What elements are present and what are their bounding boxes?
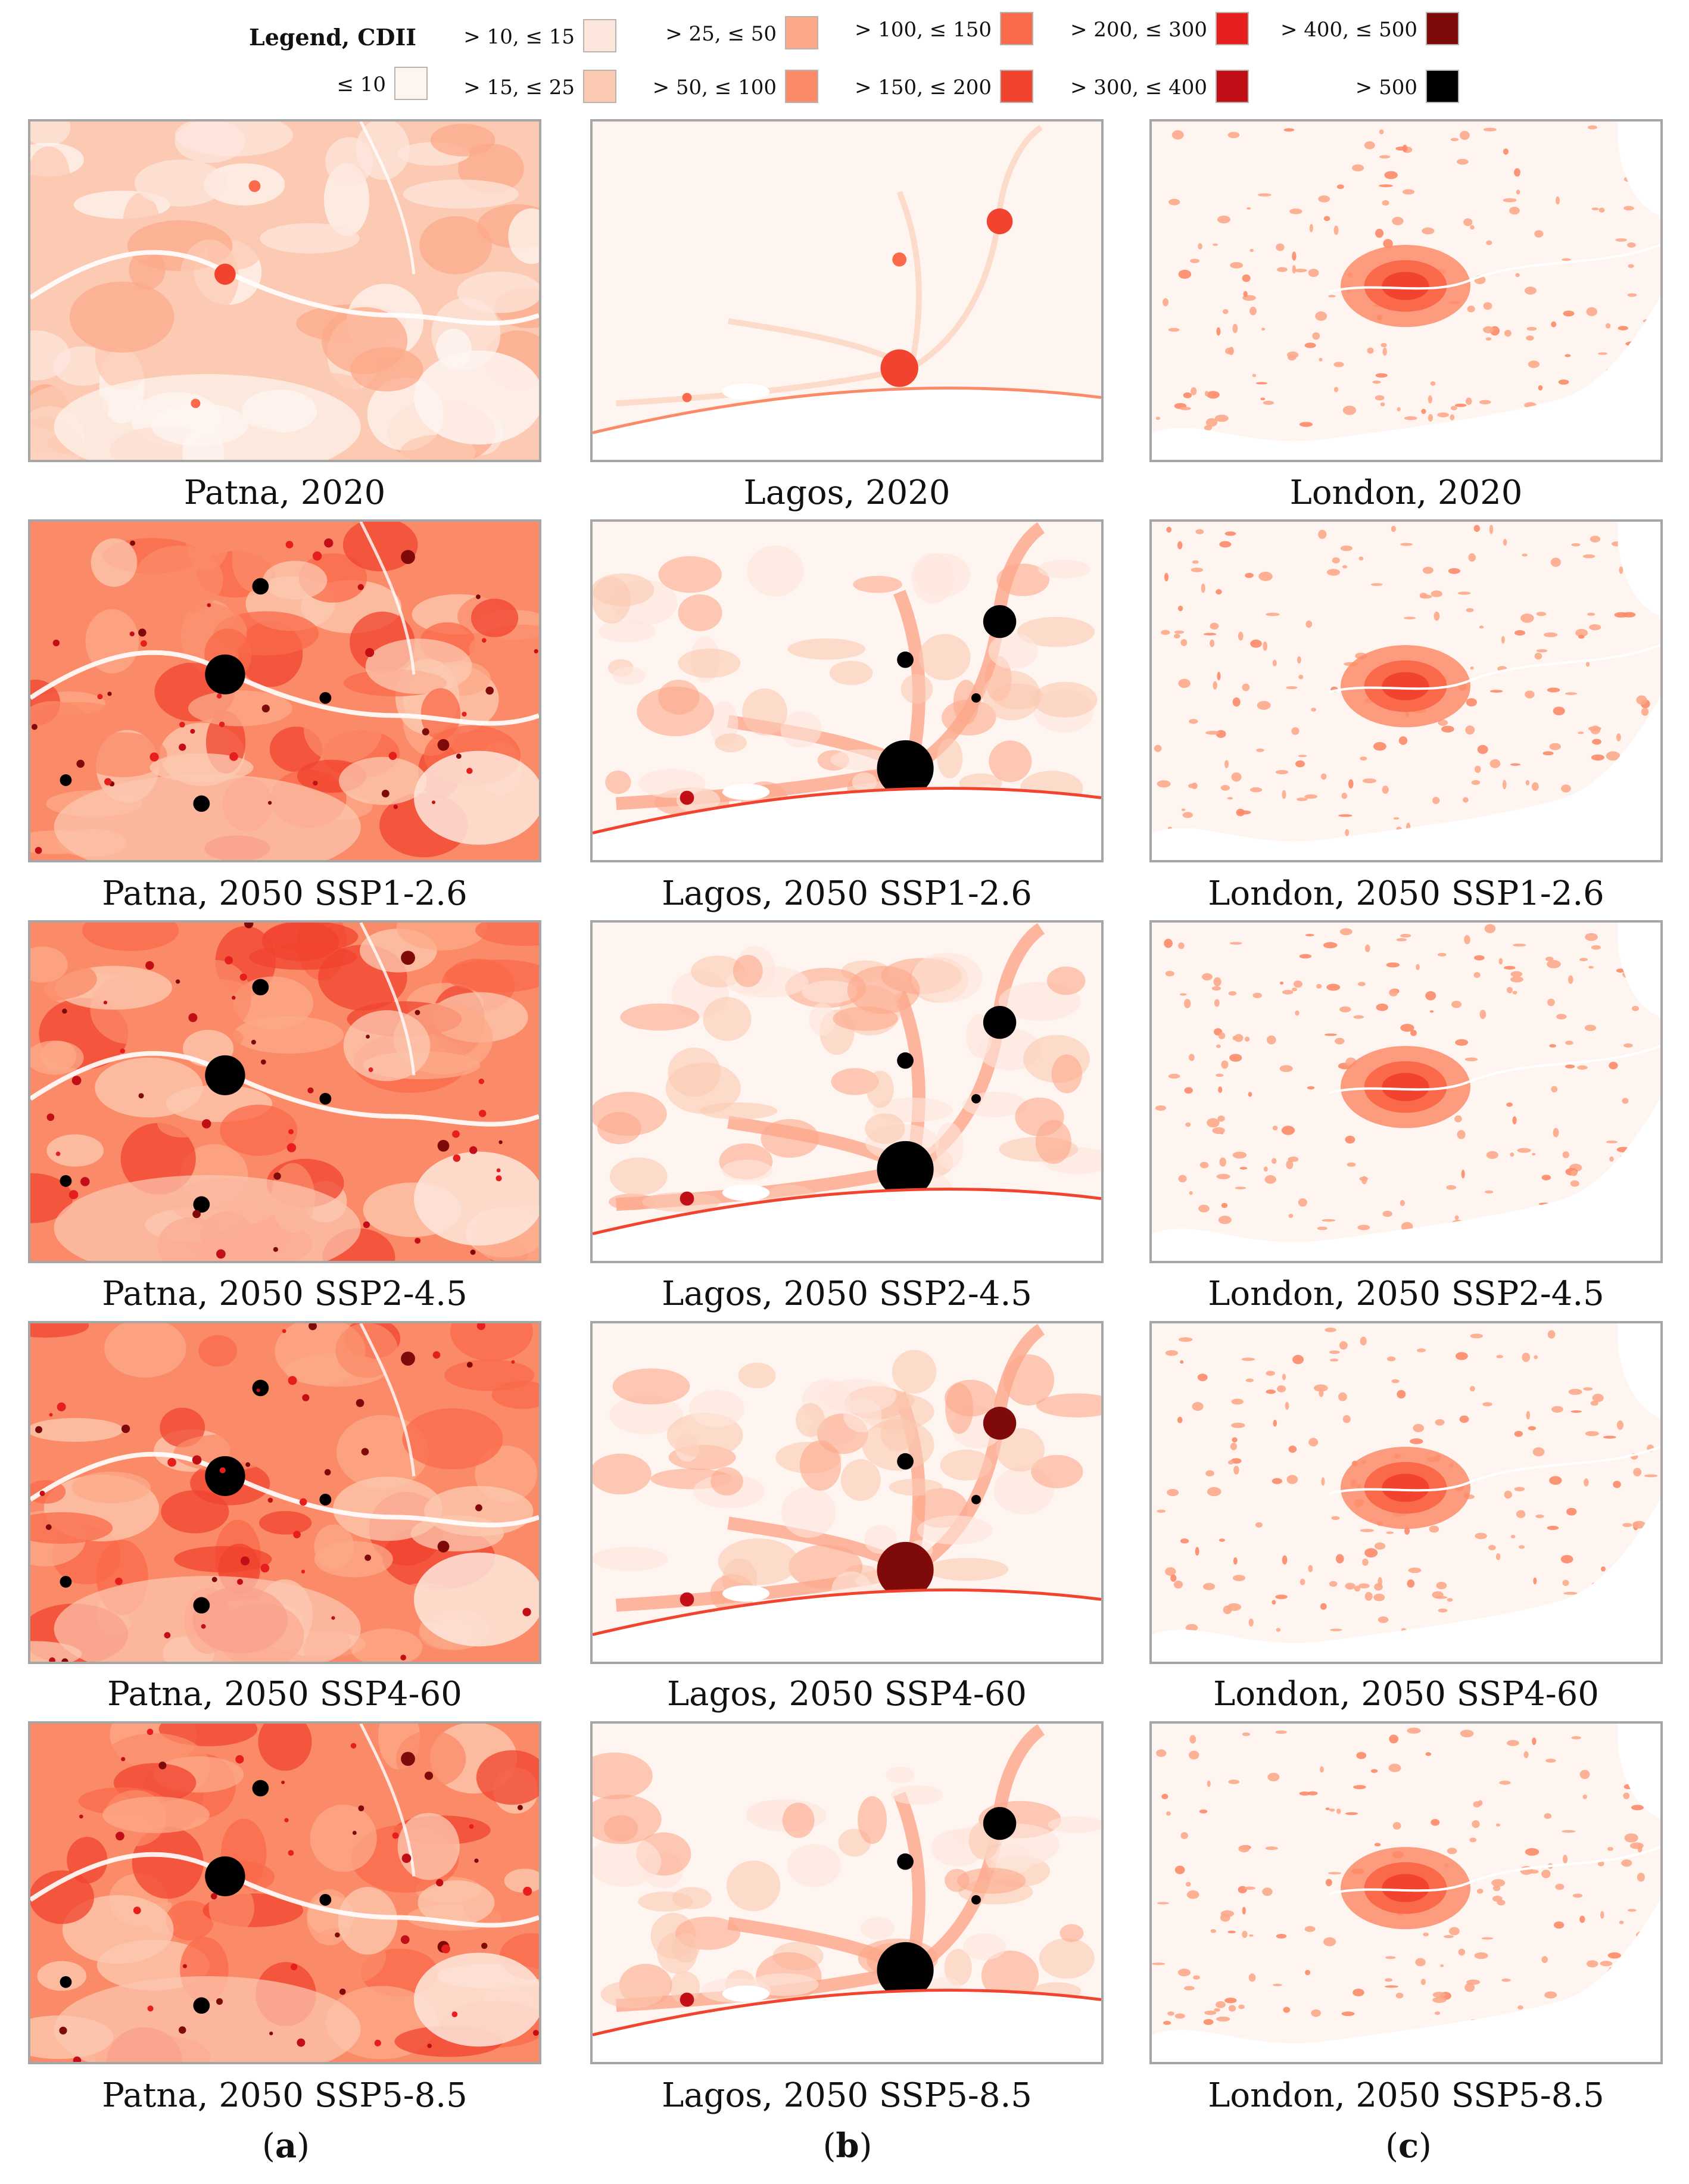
legend-item: > 400, ≤ 500 — [1161, 12, 1459, 48]
map-panel-london-2 — [1149, 920, 1663, 1263]
column-label-b: (b) — [822, 2126, 872, 2166]
map-image — [1152, 923, 1660, 1261]
legend-swatch — [1216, 70, 1249, 103]
map-panel-patna-1 — [28, 519, 541, 862]
map-caption: Patna, 2050 SSP2-4.5 — [102, 1275, 468, 1313]
legend-swatch — [394, 67, 428, 100]
legend-item: > 100, ≤ 150 — [736, 12, 1033, 48]
map-caption: Lagos, 2050 SSP4-60 — [666, 1675, 1027, 1713]
map-caption: Lagos, 2050 SSP1-2.6 — [662, 874, 1032, 913]
legend-item-label: ≤ 10 — [336, 73, 386, 96]
map-caption: Patna, 2050 SSP4-60 — [107, 1675, 462, 1713]
legend-item-label: > 150, ≤ 200 — [855, 76, 992, 99]
map-panel-lagos-2 — [590, 920, 1104, 1263]
map-caption: Lagos, 2050 SSP5-8.5 — [662, 2076, 1032, 2115]
map-panel-london-3 — [1149, 1321, 1663, 1664]
legend-swatch — [1000, 70, 1033, 103]
map-panel-patna-0 — [28, 119, 541, 462]
legend-swatch — [1426, 12, 1459, 45]
map-panel-london-1 — [1149, 519, 1663, 862]
column-label-a: (a) — [261, 2126, 310, 2166]
legend-item-label: > 25, ≤ 50 — [665, 22, 777, 46]
legend-item-label: > 15, ≤ 25 — [463, 76, 575, 99]
map-panel-lagos-4 — [590, 1721, 1104, 2064]
map-image — [30, 1323, 539, 1662]
legend-swatch — [1426, 70, 1459, 103]
map-image — [1152, 522, 1660, 860]
map-caption: Lagos, 2020 — [743, 473, 951, 512]
map-panel-patna-2 — [28, 920, 541, 1263]
map-image — [1152, 1323, 1660, 1662]
map-caption: Lagos, 2050 SSP2-4.5 — [662, 1275, 1032, 1313]
legend-swatch — [785, 70, 818, 103]
legend-item-label: > 200, ≤ 300 — [1070, 18, 1207, 42]
map-panel-lagos-3 — [590, 1321, 1104, 1664]
legend-item-label: > 100, ≤ 150 — [855, 18, 992, 42]
map-panel-london-4 — [1149, 1721, 1663, 2064]
map-caption: London, 2050 SSP2-4.5 — [1208, 1275, 1604, 1313]
map-image — [593, 522, 1101, 860]
map-image — [593, 121, 1101, 460]
legend-swatch — [1000, 12, 1033, 45]
legend-item: > 500 — [1161, 70, 1459, 105]
legend-title: Legend, CDII — [249, 24, 417, 51]
map-caption: London, 2050 SSP1-2.6 — [1208, 874, 1604, 913]
map-caption: Patna, 2020 — [183, 473, 386, 512]
legend-item-label: > 50, ≤ 100 — [652, 76, 777, 99]
map-image — [593, 1323, 1101, 1662]
legend-item: > 25, ≤ 50 — [521, 16, 818, 52]
map-caption: London, 2050 SSP4-60 — [1213, 1675, 1599, 1713]
map-image — [593, 923, 1101, 1261]
legend-item-label: > 300, ≤ 400 — [1070, 76, 1207, 99]
legend-item-label: > 500 — [1355, 76, 1417, 99]
map-panel-patna-3 — [28, 1321, 541, 1664]
legend-swatch — [583, 19, 616, 52]
legend-item: > 150, ≤ 200 — [736, 70, 1033, 105]
map-image — [30, 1724, 539, 2062]
map-caption: London, 2050 SSP5-8.5 — [1208, 2076, 1604, 2115]
legend-item: > 50, ≤ 100 — [521, 70, 818, 105]
map-panel-lagos-1 — [590, 519, 1104, 862]
map-image — [30, 923, 539, 1261]
map-image — [30, 522, 539, 860]
legend-swatch — [583, 70, 616, 103]
map-panel-patna-4 — [28, 1721, 541, 2064]
legend-item: > 15, ≤ 25 — [319, 70, 616, 105]
map-caption: Patna, 2050 SSP1-2.6 — [102, 874, 468, 913]
map-panel-lagos-0 — [590, 119, 1104, 462]
legend-swatch — [785, 16, 818, 49]
legend-swatch — [1216, 12, 1249, 45]
legend-item-label: > 400, ≤ 500 — [1280, 18, 1417, 42]
legend-item: > 300, ≤ 400 — [951, 70, 1249, 105]
map-caption: Patna, 2050 SSP5-8.5 — [102, 2076, 468, 2115]
legend-item: > 200, ≤ 300 — [951, 12, 1249, 48]
legend-item: ≤ 10 — [130, 67, 428, 102]
map-caption: London, 2020 — [1289, 473, 1523, 512]
map-image — [30, 121, 539, 460]
map-image — [1152, 1724, 1660, 2062]
map-image — [593, 1724, 1101, 2062]
column-label-c: (c) — [1385, 2126, 1432, 2166]
legend-item-label: > 10, ≤ 15 — [463, 25, 575, 49]
map-panel-london-0 — [1149, 119, 1663, 462]
map-image — [1152, 121, 1660, 460]
legend-item: > 10, ≤ 15 — [319, 19, 616, 55]
